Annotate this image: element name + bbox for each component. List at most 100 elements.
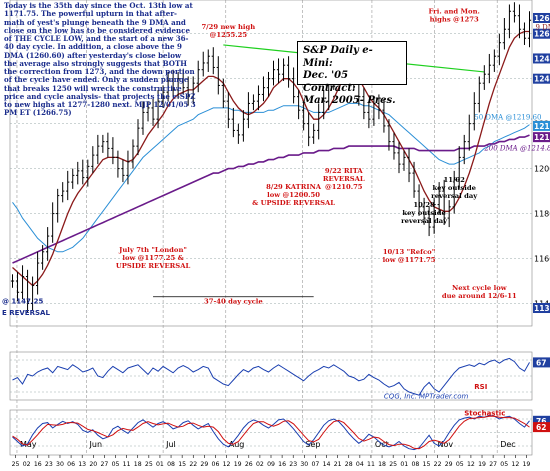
chart-title: S&P Daily e- Mini: Dec. '05 Contract: Ma…	[297, 41, 407, 106]
price-tag-label: 1260	[534, 30, 550, 39]
y-tick-label: 1160	[534, 255, 550, 264]
price-tag-label: 1249	[534, 54, 550, 63]
rsi-line	[12, 357, 530, 396]
x-day-label: 29	[445, 461, 453, 468]
x-day-label: 01	[400, 461, 408, 468]
annotation-text: due around 12/6-11	[442, 292, 517, 300]
annotation-text: low @1200.50	[267, 191, 320, 199]
y-tick-label: 1180	[534, 210, 550, 219]
annotation-text: Next cycle low	[452, 284, 507, 292]
x-month-label: Oct	[375, 440, 389, 449]
annotation-text: key outside	[402, 209, 446, 217]
x-day-label: 09	[267, 461, 275, 468]
x-day-label: 30	[56, 461, 64, 468]
stoch-d-line	[12, 415, 530, 450]
x-day-label: 06	[67, 461, 75, 468]
annotation-text: reversal day	[401, 217, 448, 225]
stoch-label: Stochastic	[464, 409, 505, 417]
price-tag	[533, 132, 550, 143]
stoch-tag-label: 62	[536, 423, 546, 432]
dma50-label: 50 DMA @1219.60	[474, 113, 541, 121]
price-tag	[533, 53, 550, 64]
stoch-tag	[533, 415, 550, 426]
price-tag	[533, 12, 550, 23]
title-line-3: Mar. 2005- Pres.	[303, 95, 396, 106]
x-day-label: 19	[478, 461, 486, 468]
x-day-label: 11	[367, 461, 375, 468]
x-month-label: Jul	[165, 440, 176, 449]
rsi-label: RSI	[474, 383, 487, 391]
rsi-tag	[533, 357, 550, 368]
x-day-label: 18	[378, 461, 386, 468]
x-day-label: 06	[212, 461, 220, 468]
x-day-label: 22	[434, 461, 442, 468]
stoch-tag-label: 76	[536, 417, 546, 426]
annotation-text: 11/02	[443, 176, 465, 184]
x-day-label: 05	[112, 461, 120, 468]
x-month-label: Aug	[229, 440, 245, 449]
x-day-label: 12	[467, 461, 475, 468]
price-tag-label: 1138	[534, 304, 550, 313]
annotation-text: 10/28	[413, 201, 435, 209]
annotation-text: July 7th "London"	[118, 246, 187, 254]
annotation-text: @1255.25	[210, 31, 248, 39]
x-day-label: 19	[234, 461, 242, 468]
x-day-label: 16	[34, 461, 42, 468]
x-day-label: 29	[200, 461, 208, 468]
x-day-label: 04	[356, 461, 364, 468]
x-day-label: 15	[423, 461, 431, 468]
annotation-text: REVERSAL	[323, 175, 365, 183]
price-tag	[533, 73, 550, 84]
x-day-label: 22	[189, 461, 197, 468]
stoch-k-line	[12, 414, 530, 451]
x-day-label: 05	[500, 461, 508, 468]
x-month-label: Jun	[89, 440, 103, 449]
annotation-text: 7/29 new high	[201, 23, 255, 31]
x-day-label: 08	[411, 461, 419, 468]
x-day-label: 19	[523, 461, 531, 468]
price-tag	[533, 28, 550, 39]
x-day-label: 01	[156, 461, 164, 468]
dma200-line	[12, 134, 530, 264]
x-month-label: Nov	[438, 440, 454, 449]
x-day-label: 16	[278, 461, 286, 468]
annotation-text: key outside	[432, 184, 476, 192]
annotation-text: low @1171.75	[383, 256, 436, 264]
price-tag	[533, 120, 550, 131]
x-day-label: 12	[511, 461, 519, 468]
y-tick-label: 1200	[534, 165, 550, 174]
annotation-text: low @1177.25 &	[122, 254, 184, 262]
x-day-label: 02	[256, 461, 264, 468]
x-day-label: 08	[167, 461, 175, 468]
x-day-label: 02	[23, 461, 31, 468]
x-day-label: 14	[323, 461, 331, 468]
x-day-label: 23	[45, 461, 53, 468]
price-panel-frame	[9, 0, 533, 327]
x-day-label: 13	[78, 461, 86, 468]
x-day-label: 21	[334, 461, 342, 468]
annotation-text: & UPSIDE REVERSAL	[252, 199, 335, 207]
x-day-label: 27	[100, 461, 108, 468]
x-month-label: Sep	[305, 440, 320, 449]
x-day-label: 20	[89, 461, 97, 468]
left-cut-label-1: @ 1147.25	[2, 298, 43, 306]
annotation-text: reversal day	[431, 192, 478, 200]
x-day-label: 23	[289, 461, 297, 468]
stoch-tag	[533, 422, 550, 433]
annotation-text: highs @1273	[430, 15, 479, 23]
x-day-label: 11	[123, 461, 131, 468]
title-line-1: S&P Daily e- Mini:	[303, 45, 373, 69]
price-tag-label: 1214	[534, 133, 550, 142]
x-day-label: 26	[245, 461, 253, 468]
x-day-label: 27	[489, 461, 497, 468]
dma9-line	[12, 30, 530, 287]
x-day-label: 25	[389, 461, 397, 468]
rsi-tag-label: 67	[536, 358, 546, 367]
dma9-label: 9 DMA @1260.60	[535, 23, 550, 31]
price-tag-label: 1240	[534, 75, 550, 84]
x-day-label: 12	[223, 461, 231, 468]
annotation-text: 9/22 RITA	[325, 167, 364, 175]
annotation-text: Fri. and Mon.	[428, 7, 479, 15]
